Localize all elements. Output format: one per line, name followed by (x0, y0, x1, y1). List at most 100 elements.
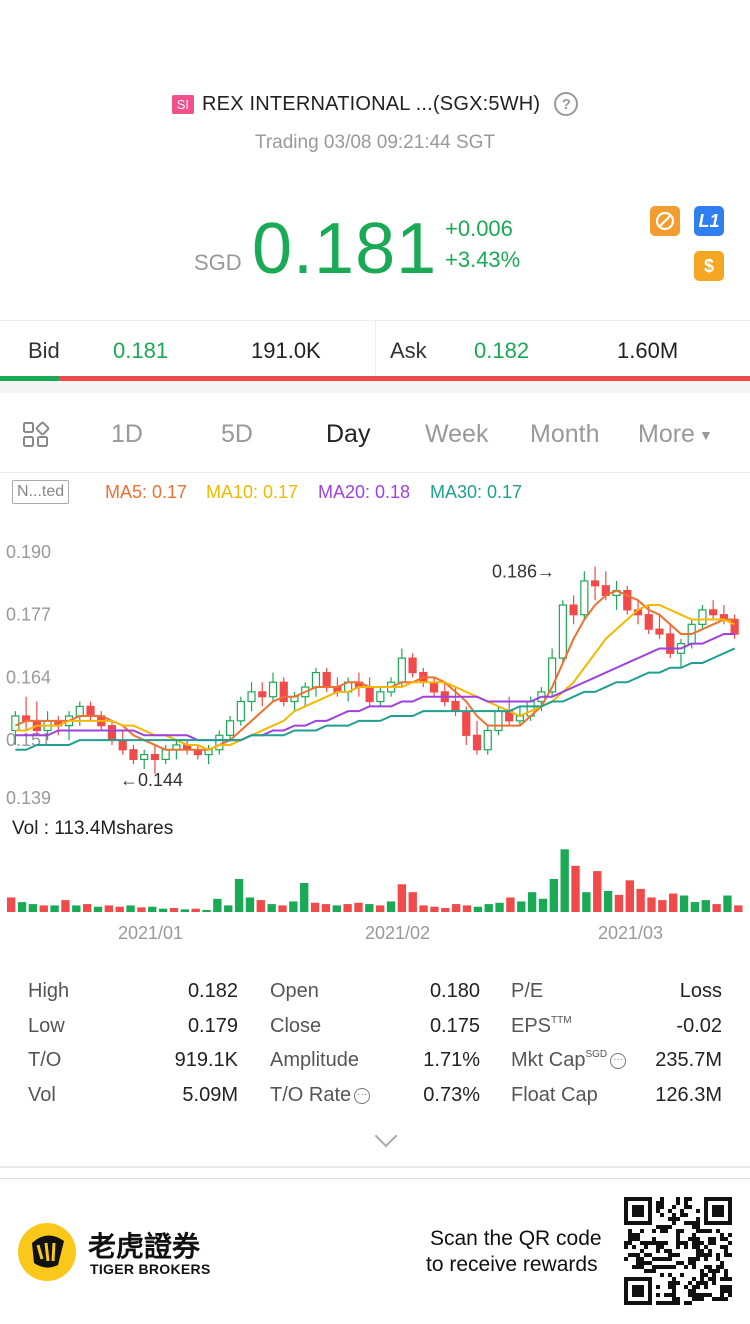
quote-header: SI REX INTERNATIONAL ...(SGX:5WH) ? Trad… (0, 0, 750, 320)
volume-bar (343, 904, 352, 912)
qr-module (716, 1297, 720, 1301)
level1-icon[interactable]: L1 (694, 206, 724, 236)
qr-module (728, 1277, 732, 1281)
qr-module (660, 1201, 664, 1205)
qr-module (708, 1269, 712, 1273)
qr-module (696, 1253, 700, 1257)
tab-5d[interactable]: 5D (221, 420, 253, 448)
qr-module (696, 1285, 700, 1289)
qr-module (672, 1253, 676, 1257)
candle-body (140, 753, 149, 761)
volume-bar (180, 909, 189, 912)
candle-body (150, 753, 160, 761)
y-tick-label: 0.164 (6, 667, 51, 687)
bid-price: 0.181 (113, 338, 169, 363)
qr-code[interactable] (624, 1197, 732, 1305)
volume-bar (647, 897, 656, 912)
candle-body (215, 734, 224, 751)
tab-1d[interactable]: 1D (111, 420, 143, 448)
qr-module (708, 1265, 712, 1269)
candle-body (161, 749, 170, 761)
volume-value: : 113.4Mshares (43, 818, 174, 839)
qr-module (656, 1301, 660, 1305)
qr-module (684, 1265, 688, 1269)
qr-module (672, 1217, 676, 1221)
volume-bar (126, 905, 135, 912)
qr-module (668, 1209, 672, 1213)
candle-body (558, 604, 567, 659)
candlestick-chart[interactable]: 0.190 0.177 0.164 0.151 0.139 0.186→ ←0.144 (0, 520, 750, 820)
period-tabs: 1D 5D Day Week Month More ▼ (0, 393, 750, 473)
volume-bar (701, 900, 710, 912)
volume-bar (386, 901, 396, 912)
candle-body (698, 609, 707, 625)
qr-module (676, 1229, 680, 1233)
tab-more[interactable]: More ▼ (638, 420, 713, 449)
divider (0, 1166, 750, 1168)
qr-module (700, 1281, 704, 1285)
last-price: 0.181 (252, 209, 438, 289)
qr-module (704, 1265, 708, 1269)
dollar-icon[interactable]: $ (694, 251, 724, 281)
qr-module (700, 1297, 704, 1301)
tab-week[interactable]: Week (425, 420, 489, 448)
stat-value-turnover: 919.1K (174, 1049, 238, 1071)
bid-ask-divider (375, 321, 376, 379)
stat-value-eps: -0.02 (676, 1015, 722, 1037)
stock-title[interactable]: REX INTERNATIONAL ...(SGX:5WH) (202, 92, 541, 115)
qr-module (632, 1265, 636, 1269)
qr-module (664, 1293, 668, 1297)
volume-bar (321, 904, 331, 912)
stat-label-to-rate[interactable]: T/O Rate ··· (270, 1084, 371, 1107)
qr-module (700, 1269, 704, 1273)
grid-icon[interactable] (22, 421, 50, 449)
qr-module (672, 1205, 676, 1209)
tab-day[interactable]: Day (326, 420, 371, 448)
candle-body (580, 580, 589, 616)
qr-module (708, 1229, 712, 1233)
qr-module (672, 1293, 676, 1297)
volume-label-row: Vol : 113.4Mshares (12, 818, 173, 840)
qr-module (680, 1209, 684, 1213)
qr-module (688, 1221, 692, 1225)
promo-footer: 老虎證券 TIGER BROKERS Scan the QR code to r… (0, 1178, 750, 1324)
help-icon[interactable]: ? (554, 92, 579, 116)
qr-module (640, 1257, 644, 1261)
qr-module (696, 1225, 700, 1229)
tab-month[interactable]: Month (530, 420, 600, 448)
qr-module (684, 1241, 688, 1245)
stat-label-high: High (28, 980, 70, 1002)
bid-ask-panel[interactable]: Bid 0.181 191.0K Ask 0.182 1.60M (0, 320, 750, 380)
volume-bar (300, 882, 309, 912)
qr-module (700, 1241, 704, 1245)
volume-bar (451, 904, 461, 912)
qr-module (688, 1289, 692, 1293)
qr-module (720, 1285, 724, 1289)
volume-bar (278, 905, 287, 912)
volume-bar (690, 902, 700, 912)
qr-module (664, 1249, 668, 1253)
qr-module (688, 1257, 692, 1261)
qr-module (660, 1241, 664, 1245)
qr-module (712, 1277, 716, 1281)
qr-module (628, 1233, 632, 1237)
stat-label-low: Low (28, 1015, 65, 1037)
qr-module (628, 1229, 632, 1233)
info-icon[interactable]: ··· (610, 1052, 627, 1069)
volume-bar (636, 888, 645, 912)
ma30-line (15, 647, 736, 751)
indicator-selector[interactable]: N...ted (12, 480, 70, 504)
volume-bar (234, 879, 244, 912)
expand-chevron-icon[interactable] (374, 1124, 398, 1148)
volume-bar (517, 901, 526, 912)
qr-module (632, 1245, 636, 1249)
volume-bar (658, 900, 667, 912)
currency-label: SGD (194, 250, 242, 275)
info-icon[interactable]: ··· (354, 1087, 371, 1104)
stat-label-mkt-cap[interactable]: Mkt CapSGD ··· (511, 1049, 627, 1072)
volume-chart[interactable] (0, 840, 750, 915)
qr-module (668, 1273, 672, 1277)
x-axis-label: 2021/03 (598, 923, 664, 943)
candle-body (247, 691, 256, 703)
no-short-icon[interactable] (650, 206, 680, 236)
